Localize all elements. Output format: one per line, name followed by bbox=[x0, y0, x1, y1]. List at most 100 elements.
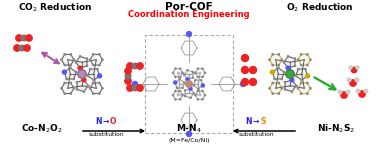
Circle shape bbox=[284, 89, 286, 90]
Circle shape bbox=[359, 91, 365, 97]
Circle shape bbox=[272, 82, 273, 84]
Polygon shape bbox=[184, 70, 193, 79]
Circle shape bbox=[175, 68, 176, 69]
Polygon shape bbox=[76, 56, 87, 68]
Circle shape bbox=[93, 93, 94, 94]
Polygon shape bbox=[173, 91, 183, 99]
Circle shape bbox=[99, 93, 100, 94]
Polygon shape bbox=[284, 56, 295, 68]
Circle shape bbox=[301, 93, 302, 94]
Text: Ni-N$_2$S$_2$: Ni-N$_2$S$_2$ bbox=[317, 123, 355, 135]
Circle shape bbox=[195, 72, 196, 73]
Circle shape bbox=[197, 68, 198, 69]
Circle shape bbox=[182, 72, 183, 73]
Circle shape bbox=[294, 58, 296, 59]
Circle shape bbox=[307, 93, 308, 94]
Circle shape bbox=[202, 99, 203, 100]
Circle shape bbox=[64, 82, 65, 84]
Polygon shape bbox=[185, 89, 194, 98]
Circle shape bbox=[97, 68, 98, 70]
Circle shape bbox=[281, 78, 283, 80]
Circle shape bbox=[347, 78, 351, 82]
Circle shape bbox=[301, 64, 302, 66]
Circle shape bbox=[301, 54, 302, 55]
Circle shape bbox=[284, 81, 286, 83]
Circle shape bbox=[272, 93, 273, 94]
Circle shape bbox=[356, 89, 360, 93]
Circle shape bbox=[295, 75, 297, 77]
Circle shape bbox=[102, 59, 103, 60]
Polygon shape bbox=[270, 83, 282, 94]
Circle shape bbox=[127, 85, 133, 91]
Circle shape bbox=[82, 78, 86, 82]
Circle shape bbox=[76, 81, 78, 83]
Circle shape bbox=[307, 54, 308, 55]
Polygon shape bbox=[285, 80, 296, 92]
Circle shape bbox=[133, 81, 138, 87]
Circle shape bbox=[184, 90, 186, 91]
Circle shape bbox=[125, 78, 131, 84]
Circle shape bbox=[175, 99, 176, 100]
Polygon shape bbox=[298, 83, 310, 94]
Circle shape bbox=[78, 70, 86, 78]
Circle shape bbox=[197, 90, 198, 92]
Circle shape bbox=[301, 80, 302, 81]
Circle shape bbox=[172, 72, 174, 73]
Circle shape bbox=[99, 64, 100, 66]
Circle shape bbox=[338, 90, 342, 94]
Circle shape bbox=[137, 63, 143, 69]
Polygon shape bbox=[194, 80, 203, 89]
Circle shape bbox=[61, 59, 62, 60]
Circle shape bbox=[16, 35, 22, 41]
Circle shape bbox=[364, 89, 368, 93]
Circle shape bbox=[310, 88, 311, 89]
Circle shape bbox=[19, 45, 25, 51]
Circle shape bbox=[26, 35, 32, 41]
Circle shape bbox=[76, 89, 78, 90]
Circle shape bbox=[242, 66, 248, 74]
Circle shape bbox=[186, 32, 192, 36]
Text: O: O bbox=[110, 117, 116, 126]
Polygon shape bbox=[77, 80, 88, 92]
Circle shape bbox=[184, 82, 185, 83]
Circle shape bbox=[269, 88, 270, 89]
Circle shape bbox=[202, 90, 203, 92]
Polygon shape bbox=[195, 91, 205, 99]
Circle shape bbox=[24, 45, 30, 51]
Circle shape bbox=[294, 65, 296, 67]
Text: Coordination Engineering: Coordination Engineering bbox=[128, 10, 250, 19]
Circle shape bbox=[190, 97, 191, 98]
Circle shape bbox=[269, 59, 270, 60]
Circle shape bbox=[132, 63, 138, 69]
Circle shape bbox=[192, 77, 194, 78]
Circle shape bbox=[272, 64, 273, 66]
Polygon shape bbox=[90, 54, 102, 65]
Circle shape bbox=[281, 59, 283, 60]
Circle shape bbox=[64, 93, 65, 94]
Circle shape bbox=[182, 87, 183, 88]
Text: M-N$_4$: M-N$_4$ bbox=[176, 123, 202, 135]
Circle shape bbox=[306, 74, 310, 78]
Circle shape bbox=[249, 78, 257, 86]
Circle shape bbox=[202, 68, 203, 69]
Circle shape bbox=[70, 82, 71, 84]
Circle shape bbox=[286, 70, 294, 78]
Text: →: → bbox=[253, 117, 259, 126]
Circle shape bbox=[93, 82, 94, 84]
Circle shape bbox=[75, 61, 76, 63]
Circle shape bbox=[242, 54, 248, 61]
Polygon shape bbox=[62, 54, 74, 65]
Circle shape bbox=[310, 59, 311, 60]
Circle shape bbox=[287, 56, 289, 57]
Circle shape bbox=[180, 99, 181, 100]
Polygon shape bbox=[195, 69, 205, 77]
Text: (M=Fe/Co/Ni): (M=Fe/Co/Ni) bbox=[168, 138, 210, 143]
Circle shape bbox=[278, 64, 279, 66]
Circle shape bbox=[79, 56, 81, 57]
Circle shape bbox=[93, 64, 94, 66]
Polygon shape bbox=[62, 83, 74, 94]
Text: S: S bbox=[260, 117, 266, 126]
Circle shape bbox=[249, 66, 257, 74]
Circle shape bbox=[192, 71, 194, 72]
Circle shape bbox=[14, 45, 20, 51]
